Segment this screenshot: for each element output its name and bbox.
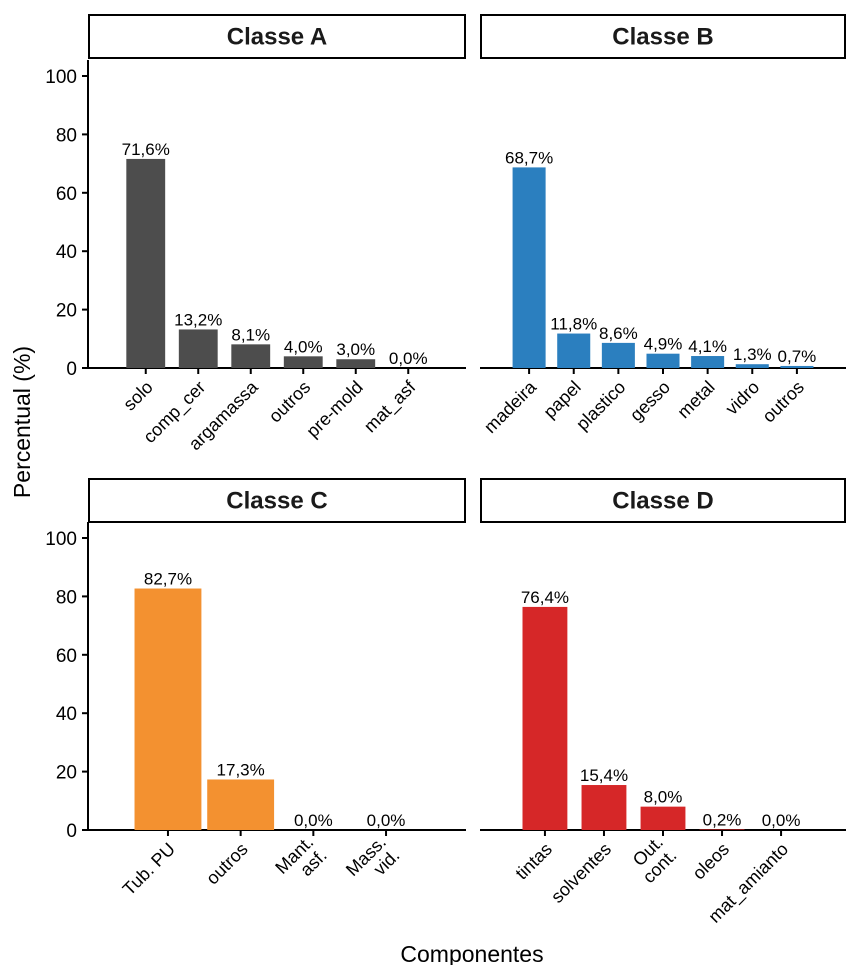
x-tick-label: madeira xyxy=(480,376,541,437)
panels: Classe A02040608010071,6%solo13,2%comp_c… xyxy=(45,14,846,927)
x-tick-label: metal xyxy=(673,377,718,422)
panel-classe-b: Classe B68,7%madeira11,8%papel8,6%plasti… xyxy=(480,14,846,437)
bar xyxy=(646,353,680,368)
panel-classe-d: Classe D 76,4% tintas 15,4% solventes 8,0% Out… xyxy=(480,478,846,927)
y-tick-label: 80 xyxy=(56,125,77,146)
y-tick-label: 20 xyxy=(56,763,77,784)
y-tick-label: 0 xyxy=(66,821,77,842)
data-label: 4,1% xyxy=(688,337,727,356)
x-tick-label: mat_asf xyxy=(360,376,421,437)
bar xyxy=(231,344,271,368)
data-label: 0,0% xyxy=(367,811,406,830)
x-tick-label: Mant.asf. xyxy=(271,832,330,891)
bar xyxy=(699,829,745,830)
x-tick-label: oleos xyxy=(689,839,734,884)
data-label: 11,8% xyxy=(550,315,597,334)
y-tick-label: 100 xyxy=(45,67,77,88)
facet-strip-title: Classe C xyxy=(226,488,327,515)
y-tick-label: 60 xyxy=(56,646,77,667)
x-tick-label: Tub. PU xyxy=(119,839,179,899)
y-tick-label: 40 xyxy=(56,704,77,725)
y-tick-label: 40 xyxy=(56,242,77,263)
bar xyxy=(601,342,635,368)
facet-strip-title: Classe A xyxy=(227,24,328,51)
bar xyxy=(134,588,202,830)
bar xyxy=(178,329,218,368)
x-tick-label: outros xyxy=(265,377,315,427)
facet-strip xyxy=(480,14,846,59)
facet-strip-title: Classe D xyxy=(612,488,713,515)
data-label: 15,4% xyxy=(580,766,628,785)
facet-strip xyxy=(88,478,466,523)
x-tick-label: Out.cont. xyxy=(625,832,680,887)
bar xyxy=(283,356,323,368)
data-label: 0,0% xyxy=(294,811,333,830)
panel-classe-c: Classe C 0 20 40 60 80 100 82,7% Tub. PU 17,3% out… xyxy=(45,478,466,899)
x-tick-label: outros xyxy=(758,377,808,427)
bar xyxy=(691,356,725,368)
facet-strip xyxy=(88,14,466,59)
panel-classe-a: Classe A02040608010071,6%solo13,2%comp_c… xyxy=(45,14,466,454)
bar xyxy=(512,167,546,368)
x-axis-title: Componentes xyxy=(400,941,543,965)
x-tick-label: tintas xyxy=(511,839,556,884)
bar xyxy=(780,365,814,368)
data-label: 8,0% xyxy=(644,788,683,807)
data-label: 8,1% xyxy=(231,325,270,344)
y-tick-label: 20 xyxy=(56,301,77,322)
x-tick-label: plastico xyxy=(572,377,629,434)
data-label: 71,6% xyxy=(122,140,170,159)
bar xyxy=(640,806,686,830)
x-tick-label: Mass.vid. xyxy=(342,832,404,894)
data-label: 4,9% xyxy=(644,335,683,354)
bar xyxy=(581,785,627,830)
data-label: 13,2% xyxy=(174,310,222,329)
data-label: 0,0% xyxy=(762,811,801,830)
x-tick-label: vidro xyxy=(722,377,764,419)
bar xyxy=(207,779,275,830)
data-label: 0,0% xyxy=(389,349,428,368)
data-label: 68,7% xyxy=(505,148,553,167)
y-tick-label: 80 xyxy=(56,587,77,608)
data-label: 76,4% xyxy=(521,588,569,607)
data-label: 1,3% xyxy=(733,345,772,364)
y-tick-label: 100 xyxy=(45,529,77,550)
bar xyxy=(336,359,376,368)
x-tick-label: pre-mold xyxy=(302,377,366,441)
x-tick-label: solventes xyxy=(547,839,615,907)
y-tick-label: 60 xyxy=(56,184,77,205)
data-label: 0,2% xyxy=(703,810,742,829)
bar xyxy=(522,606,568,830)
y-tick-label: 0 xyxy=(66,359,77,380)
y-axis-title: Percentual (%) xyxy=(9,346,35,498)
data-label: 8,6% xyxy=(599,324,638,343)
bar xyxy=(735,364,769,368)
x-tick-label: solo xyxy=(119,377,156,414)
x-tick-label: gesso xyxy=(626,377,674,425)
facet-strip xyxy=(480,478,846,523)
data-label: 82,7% xyxy=(144,570,192,589)
facet-strip-title: Classe B xyxy=(612,24,713,51)
data-label: 4,0% xyxy=(284,337,323,356)
x-tick-label: outros xyxy=(202,839,252,889)
data-label: 0,7% xyxy=(778,347,817,366)
bar xyxy=(126,158,166,368)
data-label: 3,0% xyxy=(336,340,375,359)
bar xyxy=(557,333,591,368)
data-label: 17,3% xyxy=(217,760,265,779)
